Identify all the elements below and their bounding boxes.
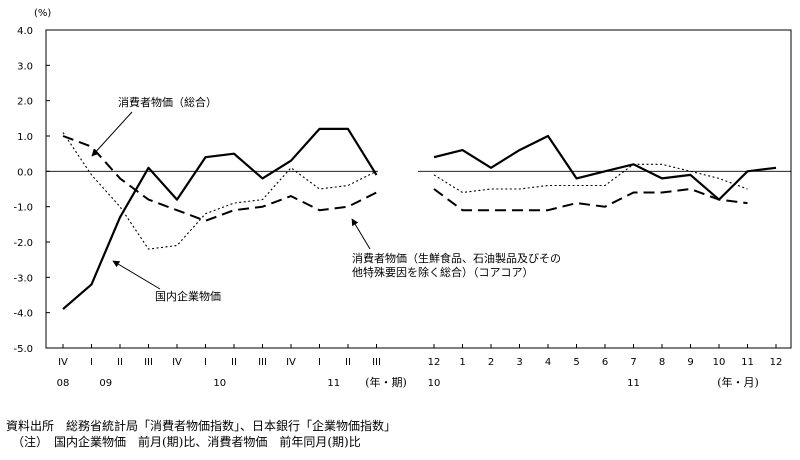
footnote-source: 資料出所 総務省統計局「消費者物価指数」、日本銀行「企業物価指数」 — [6, 418, 396, 433]
arrow-kokunai — [112, 260, 161, 290]
series-line-core-panel-1 — [62, 135, 377, 222]
y-tick-label: -2.0 — [13, 238, 33, 249]
x-tick-label: 9 — [687, 357, 693, 368]
x-year-label: 11 — [327, 378, 340, 389]
x-tick-label: 11 — [741, 357, 754, 368]
y-tick-label: -3.0 — [13, 273, 33, 284]
x-year-label: 11 — [627, 378, 640, 389]
y-tick-label: 1.0 — [17, 132, 33, 143]
plot-area-frame — [45, 29, 792, 349]
x-tick-label: III — [144, 357, 153, 368]
x-tick-label: 1 — [459, 357, 465, 368]
x-tick-label: I — [318, 357, 321, 368]
series-layer — [62, 127, 777, 310]
footnote-note: （注） 国内企業物価 前月(期)比、消費者物価 前年同月(期)比 — [6, 434, 361, 449]
x-year-label: 10 — [428, 378, 441, 389]
y-tick-label: -1.0 — [13, 203, 33, 214]
x-tick-label: II — [231, 357, 237, 368]
y-tick-label: 0.0 — [17, 167, 33, 178]
annotation-core-line1: 消費者物価（生鮮食品、石油製品及びその — [352, 251, 561, 265]
arrow-sogo — [91, 111, 133, 157]
x-tick-label: IV — [286, 357, 296, 368]
x-tick-label: 2 — [488, 357, 494, 368]
x-tick-label: IV — [172, 357, 182, 368]
x-tick-label: IV — [58, 357, 68, 368]
x-tick-label: 12 — [770, 357, 783, 368]
x-tick-label: II — [117, 357, 123, 368]
y-tick-label: 2.0 — [17, 97, 33, 108]
x-tick-label: 5 — [573, 357, 579, 368]
x-tick-label: I — [90, 357, 93, 368]
annotation-core-line2: 他特殊要因を除く総合）（コアコア） — [352, 265, 534, 279]
annotation-kokunai: 国内企業物価 — [155, 289, 221, 303]
x-tick-label: 8 — [659, 357, 665, 368]
x-tick-label: I — [204, 357, 207, 368]
x-tick-label: III — [258, 357, 267, 368]
x-tick-label: 7 — [630, 357, 636, 368]
x-tick-label: 3 — [516, 357, 522, 368]
y-tick-label: -5.0 — [13, 344, 33, 355]
series-line-kokunai-panel-2 — [433, 134, 777, 201]
unit-label: (%) — [34, 8, 51, 19]
x-year-label: 08 — [57, 378, 70, 389]
annotation-sogo: 消費者物価（総合） — [118, 95, 217, 109]
arrow-core — [351, 218, 371, 250]
x-tick-label: III — [372, 357, 381, 368]
x-tick-label: 6 — [602, 357, 608, 368]
x-tick-label: 10 — [713, 357, 726, 368]
x-tick-label: 4 — [545, 357, 551, 368]
series-line-sogo-panel-2 — [433, 163, 748, 194]
y-tick-label: 4.0 — [17, 26, 33, 37]
y-axis: 4.0 3.0 2.0 1.0 0.0 -1.0 -2.0 -3.0 -4.0 -5.0 — [13, 26, 50, 355]
series-line-sogo-panel-1 — [62, 132, 377, 250]
x-year-label: 09 — [99, 378, 112, 389]
x-axis-unit: (年・期) — [365, 375, 407, 389]
x-tick-label: 12 — [428, 357, 441, 368]
y-tick-label: 3.0 — [17, 61, 33, 72]
y-tick-label: -4.0 — [13, 309, 33, 320]
x-axis-unit: (年・月) — [717, 375, 759, 389]
series-line-core-panel-2 — [433, 188, 748, 212]
series-line-kokunai-panel-1 — [62, 127, 378, 310]
x-tick-label: II — [345, 357, 351, 368]
x-year-label: 10 — [213, 378, 226, 389]
